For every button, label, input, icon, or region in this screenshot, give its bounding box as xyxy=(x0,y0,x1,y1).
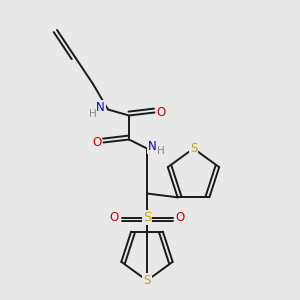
Text: O: O xyxy=(176,211,184,224)
Text: H: H xyxy=(88,109,96,119)
Text: S: S xyxy=(143,274,151,287)
Text: N: N xyxy=(148,140,157,153)
Text: S: S xyxy=(143,211,151,224)
Text: O: O xyxy=(157,106,166,119)
Text: N: N xyxy=(96,100,105,114)
Text: O: O xyxy=(92,136,101,149)
Text: O: O xyxy=(110,211,118,224)
Text: H: H xyxy=(157,146,165,157)
Text: S: S xyxy=(190,142,197,155)
